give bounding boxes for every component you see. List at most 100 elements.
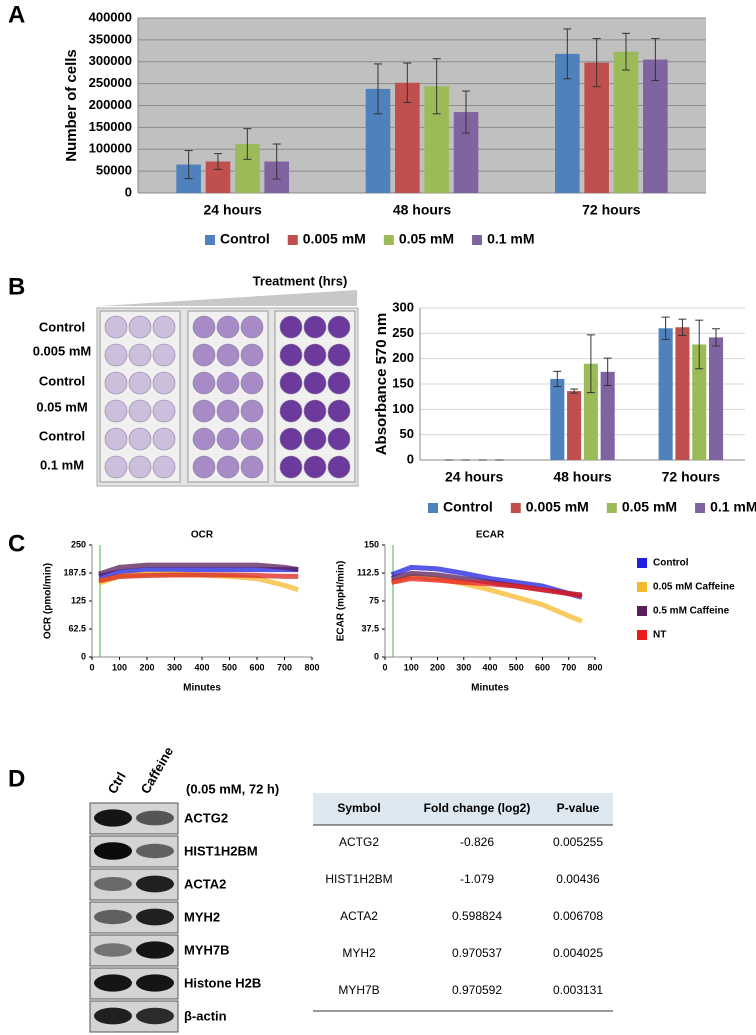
well [216,399,240,423]
x-tick-label: 48 hours [553,469,612,485]
y-tick-label: 62.5 [68,623,86,633]
y-axis-label: Absorbance 570 nm [373,313,390,456]
legend-swatch [637,558,647,568]
well [128,427,152,451]
blot-label: β-actin [184,1008,227,1023]
well [104,427,128,451]
x-tick-label: 24 hours [445,469,504,485]
treatment-wedge [100,290,357,306]
well [128,371,152,395]
x-tick-label: 300 [167,662,182,672]
legend-label: 0.05 mM Caffeine [653,582,735,593]
well [104,399,128,423]
legend-swatch [383,235,394,245]
well [240,455,264,479]
x-tick-label: 600 [249,662,264,672]
bar [583,363,598,460]
table-header: Symbol [337,801,380,815]
panel-label: C [8,530,25,557]
blot-band [136,810,174,826]
table: Symbol Fold change (log2) P-value ACTG2 -0.8… [325,801,603,997]
y-tick-label: 100 [392,401,414,416]
x-tick-label: 200 [430,662,445,672]
blot-band [94,943,132,957]
table-cell: 0.004025 [553,946,603,960]
y-tick-label: 0 [407,451,414,466]
blot-label: MYH2 [184,909,220,924]
y-axis-label: Number of cells [63,49,80,162]
well [192,455,216,479]
well [128,315,152,339]
legend-swatch [695,503,706,513]
well [327,455,351,479]
well [216,343,240,367]
legend-swatch [606,503,617,513]
well [240,427,264,451]
well [327,399,351,423]
table-cell: MYH2 [342,946,376,960]
well [240,399,264,423]
x-tick-label: 72 hours [582,202,641,218]
bar [658,328,673,460]
well [216,455,240,479]
legend-label: 0.05 mM [399,231,454,247]
well [152,427,176,451]
y-tick-label: 112.5 [357,567,379,577]
x-axis-label: Minutes [183,683,221,694]
bar [550,378,565,460]
plate [187,310,269,483]
legend-label: 0.005 mM [526,499,589,515]
y-tick-label: 250 [392,325,414,340]
table-cell: MYH7B [338,983,379,997]
plates [99,310,356,483]
legend-label: 0.1 mM [487,231,534,247]
well [104,371,128,395]
plate-row-label: 0.005 mM [33,343,92,358]
y-tick-label: 300 [392,299,414,314]
well [240,371,264,395]
series-line [98,562,299,577]
plate [99,310,181,483]
x-tick-label: 48 hours [393,202,452,218]
blot-band [136,843,174,859]
blot-band [136,941,174,959]
well [303,455,327,479]
blot-label: MYH7B [184,942,230,957]
plate-row-label: 0.05 mM [36,399,87,414]
x-tick-label: 24 hours [203,202,262,218]
well [152,315,176,339]
legend-swatch [637,606,647,616]
well [152,343,176,367]
x-tick-label: 500 [222,662,237,672]
y-tick-label: 75 [369,595,379,605]
legend-label: 0.05 mM [622,499,677,515]
well [152,455,176,479]
panel-label: B [8,273,25,300]
table-cell: 0.005255 [553,835,603,849]
well [279,315,303,339]
blot-band [136,974,174,992]
blot-column-label: Caffeine [138,744,177,796]
well [152,399,176,423]
well [216,371,240,395]
well [240,343,264,367]
well [128,399,152,423]
well [327,371,351,395]
x-tick-label: 800 [304,662,319,672]
plate [274,310,356,483]
table-cell: HIST1H2BM [325,872,392,886]
bar [708,337,724,460]
x-tick-label: 300 [456,662,471,672]
y-tick-label: 100000 [89,141,132,156]
well [279,455,303,479]
blot-label: HIST1H2BM [184,843,258,858]
y-tick-label: 200 [392,350,414,365]
legend-label: 0.1 mM [710,499,756,515]
x-tick-label: 0 [382,662,387,672]
y-tick-label: 150 [392,375,414,390]
well [327,427,351,451]
blot-band [94,1007,132,1025]
plate-row-label: Control [39,373,85,388]
blot-band [94,877,132,891]
table-cell: 0.00436 [556,872,600,886]
